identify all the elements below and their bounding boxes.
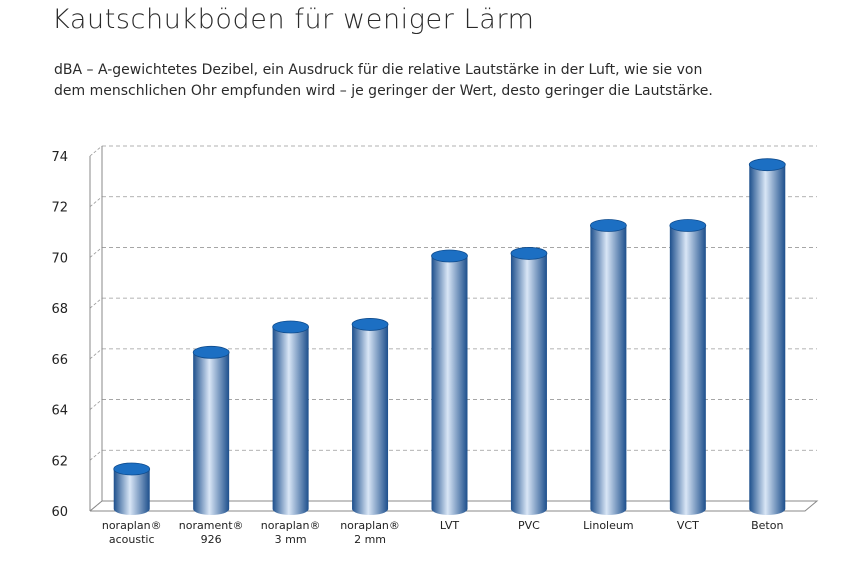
y-tick-label: 66	[51, 353, 68, 368]
x-tick-label: Linoleum	[583, 519, 633, 532]
x-tick-label: noraplan®	[102, 519, 162, 532]
y-tick-label: 62	[51, 454, 68, 469]
gridline-depth	[89, 247, 103, 258]
bar	[431, 255, 468, 515]
bar-cap	[351, 318, 389, 331]
axes	[89, 146, 819, 512]
bar-cap	[669, 219, 707, 232]
subtitle-line-1: dBA – A-gewichtetes Dezibel, ein Ausdruc…	[54, 62, 703, 78]
x-tick-label: LVT	[440, 519, 459, 532]
floor-plane	[89, 500, 819, 512]
x-tick-label: acoustic	[109, 533, 155, 546]
bar-cap	[510, 247, 548, 260]
bar-cap	[113, 462, 151, 476]
y-tick-label: 68	[51, 302, 68, 317]
bars	[113, 158, 786, 516]
bar	[272, 326, 309, 515]
bar	[352, 324, 389, 515]
y-tick-label: 60	[51, 505, 68, 520]
y-tick-label: 74	[51, 150, 68, 165]
gridline-depth	[89, 297, 103, 309]
bar-cap	[431, 249, 468, 263]
y-tick-label: 72	[51, 201, 68, 216]
x-tick-label: noraplan®	[261, 519, 321, 532]
bar-cap	[272, 320, 310, 334]
bar	[669, 225, 706, 516]
bar	[749, 164, 786, 515]
x-tick-label: 926	[201, 533, 222, 546]
gridline-depth	[89, 399, 103, 410]
subtitle-line-2: dem menschlichen Ohr empfunden wird – je…	[54, 83, 713, 99]
y-tick-label: 64	[51, 404, 68, 419]
x-tick-label: VCT	[677, 519, 699, 532]
gridline-depth	[89, 348, 103, 360]
x-tick-label: 3 mm	[275, 533, 307, 546]
bar	[113, 468, 150, 515]
y-tick-label: 70	[51, 251, 68, 266]
x-tick-label: PVC	[518, 519, 540, 532]
x-tick-label: 2 mm	[354, 533, 386, 546]
bar-cap	[192, 345, 230, 359]
x-tick-label: noraplan®	[340, 519, 400, 532]
gridline-depth	[89, 145, 103, 157]
bar	[193, 352, 230, 515]
gridline-depth	[89, 449, 103, 461]
tick-labels: 6062646668707274noraplan®acousticnoramen…	[51, 150, 783, 546]
x-tick-label: Beton	[751, 519, 783, 532]
bar-cap	[589, 219, 627, 232]
gridline-depth	[89, 196, 103, 208]
chart-subtitle: dBA – A-gewichtetes Dezibel, ein Ausdruc…	[54, 60, 834, 102]
bar	[510, 253, 547, 515]
x-tick-label: norament®	[179, 519, 244, 532]
chart-title: Kautschukböden für weniger Lärm	[52, 4, 535, 35]
bar	[590, 225, 627, 516]
bar-cap	[748, 158, 786, 172]
